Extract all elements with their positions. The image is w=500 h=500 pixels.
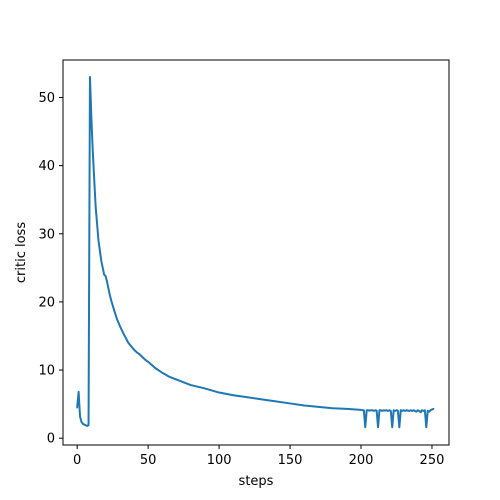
x-tick-label: 100 [207, 453, 232, 468]
x-tick-label: 50 [140, 453, 157, 468]
plot-frame [62, 59, 450, 446]
axis-ticks: 0 50 100 150 200 250 0 10 20 30 40 50 [38, 91, 444, 468]
y-tick-label: 10 [38, 364, 55, 379]
y-tick-label: 0 [47, 432, 55, 447]
y-tick-label: 50 [38, 91, 55, 106]
x-tick-label: 0 [73, 453, 81, 468]
y-tick-label: 20 [38, 295, 55, 310]
x-axis-label: steps [239, 474, 274, 489]
x-tick-label: 150 [278, 453, 303, 468]
y-axis-label: critic loss [14, 222, 29, 283]
plot-area [76, 76, 435, 429]
y-tick-label: 30 [38, 227, 55, 242]
series-line-0 [76, 76, 435, 429]
x-tick-label: 200 [349, 453, 374, 468]
x-tick-label: 250 [420, 453, 445, 468]
y-tick-label: 40 [38, 159, 55, 174]
